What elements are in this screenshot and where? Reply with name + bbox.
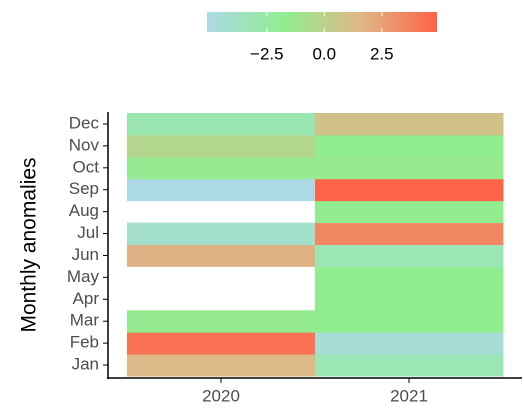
heatmap-cell [127, 113, 316, 136]
heatmap-cell [315, 113, 504, 136]
heatmap-cell [315, 288, 504, 311]
y-tick-label: Jan [72, 355, 99, 374]
y-tick-label: Feb [70, 333, 99, 352]
y-tick-label: Sep [69, 179, 99, 198]
x-tick-label: 2020 [202, 386, 240, 405]
heatmap-cell [127, 354, 316, 377]
y-tick-label: Apr [73, 289, 100, 308]
colorbar-tick-label: 2.5 [370, 44, 394, 63]
heatmap-cell [127, 332, 316, 355]
heatmap-cell [127, 156, 316, 180]
heatmap-cell [315, 134, 504, 158]
heatmap-cell [315, 244, 504, 267]
heatmap-cell [315, 266, 504, 289]
y-tick-label: Jun [72, 245, 99, 264]
y-tick-label: Nov [69, 135, 100, 154]
colorbar [207, 12, 437, 32]
y-tick-label: May [67, 267, 100, 286]
heatmap-cell [127, 222, 316, 245]
heatmap-cell [127, 244, 316, 267]
heatmap-cell [127, 310, 316, 333]
heatmap-cell [127, 134, 316, 158]
heatmap-cell [315, 200, 504, 224]
heatmap-cell [315, 156, 504, 180]
y-axis-label: Monthly anomalies [18, 157, 41, 332]
y-tick-label: Oct [73, 157, 100, 176]
heatmap-cell [127, 178, 316, 202]
heatmap-cell [315, 222, 504, 245]
x-tick-label: 2021 [390, 386, 428, 405]
heatmap-cell [315, 310, 504, 333]
colorbar-tick-label: 0.0 [312, 44, 336, 63]
colorbar-tick-label: −2.5 [250, 44, 284, 63]
y-tick-label: Mar [70, 311, 100, 330]
y-tick-label: Aug [69, 201, 99, 220]
heatmap-cell [315, 354, 504, 377]
heatmap-cell [315, 178, 504, 202]
heatmap-cell [315, 332, 504, 355]
y-tick-label: Dec [69, 113, 100, 132]
y-tick-label: Jul [77, 223, 99, 242]
